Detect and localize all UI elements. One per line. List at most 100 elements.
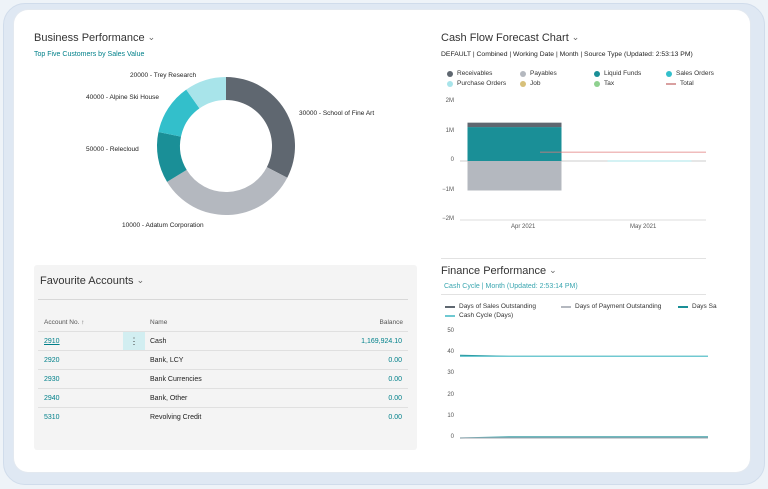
y-tick: 40 (447, 349, 454, 356)
dot-swatch-icon (594, 80, 600, 87)
donut-slice-20000-trey-research[interactable] (186, 77, 226, 109)
account-name: Bank, LCY (150, 357, 184, 364)
row-menu-icon[interactable]: ⋮ (123, 332, 145, 350)
cash-flow-chart (460, 122, 706, 221)
cash-flow-subtitle: DEFAULT | Combined | Working Date | Mont… (441, 51, 693, 58)
legend-tax[interactable]: Tax (594, 80, 614, 87)
slice-label-relecloud: 50000 - Relecloud (86, 146, 139, 153)
donut-slice-10000-adatum-corporation[interactable] (167, 167, 288, 216)
account-name: Revolving Credit (150, 414, 202, 421)
line-swatch-icon (445, 305, 455, 308)
account-name: Bank, Other (150, 395, 188, 402)
column-header-balance[interactable]: Balance (379, 319, 404, 326)
legend-label: Total (680, 80, 694, 87)
dot-swatch-icon (666, 70, 672, 77)
y-tick: 10 (447, 412, 454, 419)
cash-flow-title[interactable]: Cash Flow Forecast Chart ⌄ (441, 32, 580, 44)
legend-label: Payables (530, 70, 557, 77)
donut-slice-40000-alpine-ski-house[interactable] (158, 89, 200, 137)
account-no-link[interactable]: 2940 (44, 395, 60, 402)
table-row[interactable]: 5310 Revolving Credit 0.00 (38, 407, 408, 427)
line-swatch-icon (445, 314, 455, 317)
donut-slice-50000-relecloud[interactable] (157, 131, 187, 182)
dashboard: Business Performance ⌄ Top Five Customers… (14, 10, 750, 472)
account-no-link[interactable]: 5310 (44, 414, 60, 421)
y-tick: 2M (445, 98, 454, 104)
account-balance[interactable]: 0.00 (388, 376, 402, 383)
slice-label-adatum: 10000 - Adatum Corporation (122, 222, 204, 229)
business-performance-title[interactable]: Business Performance ⌄ (34, 32, 156, 44)
legend-cash-cycle-days[interactable]: Cash Cycle (Days) (445, 312, 513, 319)
account-balance[interactable]: 0.00 (388, 357, 402, 364)
dot-swatch-icon (447, 80, 453, 87)
divider (38, 299, 408, 300)
legend-days-of-sales-outstanding[interactable]: Days of Sales Outstanding (445, 303, 536, 310)
line-swatch-icon (666, 82, 676, 85)
bar-payables-apr-2021[interactable] (467, 161, 562, 191)
line-swatch-icon (561, 305, 571, 308)
favourite-accounts-title[interactable]: Favourite Accounts ⌄ (40, 275, 145, 287)
legend-job[interactable]: Job (520, 80, 540, 87)
y-tick: −1M (442, 186, 454, 193)
y-tick: 20 (447, 391, 454, 398)
legend-purchase-orders[interactable]: Purchase Orders (447, 80, 506, 87)
legend-payables[interactable]: Payables (520, 70, 557, 77)
legend-label: Days of Sales Outstanding (459, 303, 536, 310)
legend-total[interactable]: Total (666, 80, 694, 87)
account-name: Cash (150, 338, 167, 345)
account-balance[interactable]: 1,169,924.10 (361, 338, 402, 345)
legend-days-of-payment-outstanding[interactable]: Days of Payment Outstanding (561, 303, 661, 310)
dot-swatch-icon (594, 70, 600, 77)
account-no-link[interactable]: 2930 (44, 376, 60, 383)
legend-days-sa[interactable]: Days Sa (678, 303, 717, 310)
account-no-link[interactable]: 2920 (44, 357, 60, 364)
finance-performance-subtitle[interactable]: Cash Cycle | Month (Updated: 2:53:14 PM) (444, 283, 578, 290)
legend-label: Purchase Orders (457, 80, 507, 87)
column-header-account-no[interactable]: Account No. ↑ (44, 319, 85, 326)
chevron-down-icon[interactable]: ⌄ (549, 265, 557, 275)
legend-label: Job (530, 80, 541, 87)
account-name: Bank Currencies (150, 376, 202, 383)
dot-swatch-icon (520, 70, 526, 77)
legend-label: Cash Cycle (Days) (459, 312, 514, 319)
divider (441, 294, 706, 295)
finance-line-chart (459, 354, 708, 439)
legend-label: Liquid Funds (604, 70, 642, 77)
legend-label: Sales Orders (676, 70, 714, 77)
x-tick-apr-2021: Apr 2021 (511, 224, 536, 230)
favourite-accounts-panel: Favourite Accounts ⌄ Account No. ↑ Name B… (34, 265, 417, 450)
y-tick: 50 (447, 328, 454, 334)
bar-liquid-funds-apr-2021[interactable] (467, 127, 562, 161)
table-row[interactable]: 2940 Bank, Other 0.00 (38, 388, 408, 408)
bar-receivables-apr-2021[interactable] (467, 122, 562, 128)
business-performance-subtitle[interactable]: Top Five Customers by Sales Value (34, 51, 145, 58)
y-tick: 30 (447, 370, 454, 377)
donut-slice-30000-school-of-fine-art[interactable] (226, 77, 295, 178)
legend-label: Tax (604, 80, 615, 87)
line-days-of-sales-outstanding[interactable] (459, 436, 708, 439)
y-tick: 0 (450, 434, 454, 440)
column-header-name[interactable]: Name (150, 319, 168, 326)
divider (441, 258, 706, 259)
legend-sales-orders[interactable]: Sales Orders (666, 70, 714, 77)
legend-label: Receivables (457, 70, 493, 77)
legend-label: Days of Payment Outstanding (575, 303, 662, 310)
table-row[interactable]: 2910 ⋮ Cash 1,169,924.10 (38, 331, 408, 351)
legend-label: Days Sa (692, 303, 717, 310)
legend-liquid-funds[interactable]: Liquid Funds (594, 70, 641, 77)
chevron-down-icon[interactable]: ⌄ (147, 32, 156, 42)
account-balance[interactable]: 0.00 (388, 395, 402, 402)
slice-label-school-of-fine-art: 30000 - School of Fine Art (299, 110, 375, 117)
legend-receivables[interactable]: Receivables (447, 70, 492, 77)
table-row[interactable]: 2920 Bank, LCY 0.00 (38, 350, 408, 370)
chevron-down-icon[interactable]: ⌄ (571, 32, 580, 42)
chevron-down-icon[interactable]: ⌄ (136, 275, 145, 285)
y-tick: 0 (450, 157, 454, 163)
account-no-link[interactable]: 2910 (44, 338, 60, 345)
account-balance[interactable]: 0.00 (388, 414, 402, 421)
finance-performance-title[interactable]: Finance Performance ⌄ (441, 265, 557, 277)
dot-swatch-icon (447, 70, 453, 77)
slice-label-trey-research: 20000 - Trey Research (130, 72, 197, 79)
table-row[interactable]: 2930 Bank Currencies 0.00 (38, 369, 408, 389)
customer-donut-chart (157, 77, 295, 216)
